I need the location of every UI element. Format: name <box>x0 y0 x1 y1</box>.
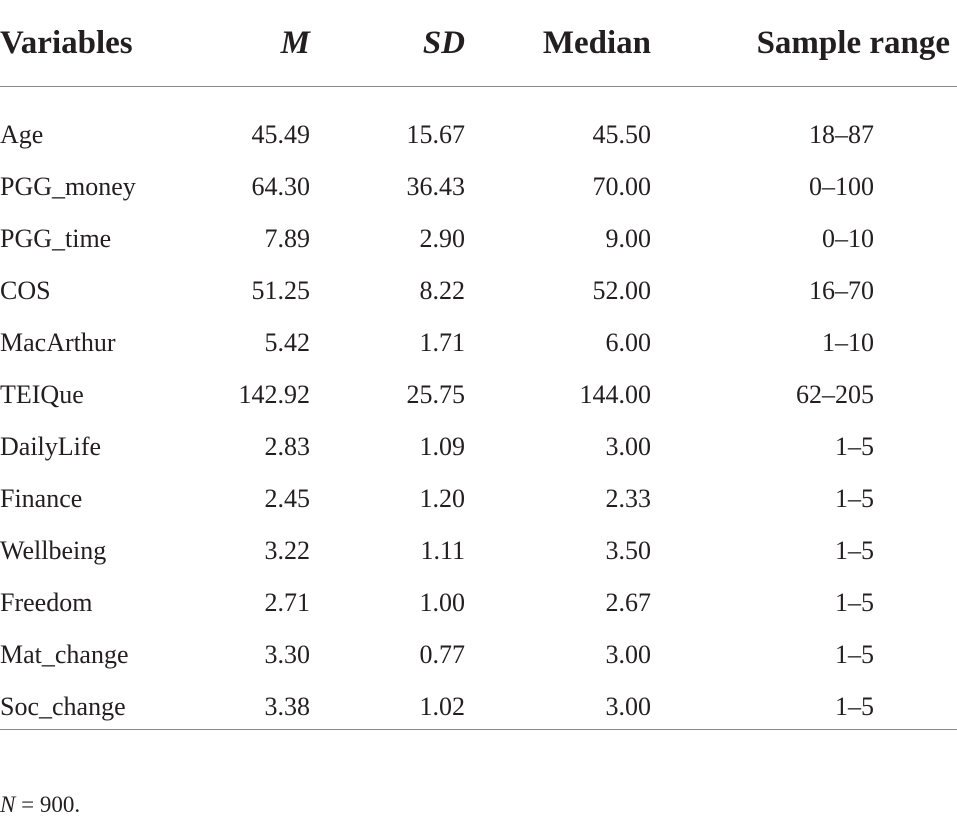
table-row: PGG_money 64.30 36.43 70.00 0–100 <box>0 161 957 213</box>
header-median: Median <box>465 0 651 87</box>
note-symbol: N <box>0 792 16 817</box>
cell-median: 3.00 <box>605 432 652 461</box>
cell-mean: 2.45 <box>264 484 311 513</box>
cell-median: 9.00 <box>605 224 652 253</box>
table-row: Mat_change 3.30 0.77 3.00 1–5 <box>0 629 957 681</box>
cell-variable: Age <box>0 120 44 149</box>
cell-sample-range: 1–10 <box>822 328 874 357</box>
cell-mean: 64.30 <box>251 172 311 201</box>
cell-mean: 2.71 <box>264 588 311 617</box>
header-sd: SD <box>310 0 465 87</box>
cell-variable: Mat_change <box>0 640 129 669</box>
cell-sample-range: 0–10 <box>822 224 874 253</box>
table-row: TEIQue 142.92 25.75 144.00 62–205 <box>0 369 957 421</box>
cell-sample-range: 1–5 <box>835 640 874 669</box>
cell-mean: 7.89 <box>264 224 311 253</box>
header-variables: Variables <box>0 0 220 87</box>
cell-variable: Finance <box>0 484 83 513</box>
table-row: Wellbeing 3.22 1.11 3.50 1–5 <box>0 525 957 577</box>
cell-sd: 1.00 <box>419 588 466 617</box>
cell-variable: COS <box>0 276 51 305</box>
table-row: Age 45.49 15.67 45.50 18–87 <box>0 109 957 161</box>
header-row: Variables M SD Median Sample range <box>0 0 957 87</box>
cell-sample-range: 16–70 <box>809 276 874 305</box>
cell-variable: Wellbeing <box>0 536 107 565</box>
cell-mean: 2.83 <box>264 432 311 461</box>
cell-sd: 2.90 <box>419 224 466 253</box>
cell-variable: PGG_time <box>0 224 112 253</box>
cell-median: 2.67 <box>605 588 652 617</box>
cell-sd: 1.09 <box>419 432 466 461</box>
cell-median: 3.50 <box>605 536 652 565</box>
cell-sd: 1.11 <box>420 536 465 565</box>
cell-variable: PGG_money <box>0 172 136 201</box>
cell-sd: 15.67 <box>406 120 466 149</box>
cell-mean: 51.25 <box>251 276 311 305</box>
table-note: N = 900. <box>0 792 80 818</box>
cell-variable: Soc_change <box>0 692 126 721</box>
cell-sd: 1.02 <box>419 692 466 721</box>
cell-variable: Freedom <box>0 588 93 617</box>
cell-median: 6.00 <box>605 328 652 357</box>
cell-mean: 5.42 <box>264 328 311 357</box>
cell-sd: 8.22 <box>419 276 466 305</box>
table-row: PGG_time 7.89 2.90 9.00 0–10 <box>0 213 957 265</box>
cell-median: 45.50 <box>592 120 652 149</box>
cell-mean: 3.38 <box>264 692 311 721</box>
table-row: MacArthur 5.42 1.71 6.00 1–10 <box>0 317 957 369</box>
cell-sample-range: 0–100 <box>809 172 874 201</box>
cell-median: 70.00 <box>592 172 652 201</box>
cell-sample-range: 1–5 <box>835 536 874 565</box>
cell-sample-range: 18–87 <box>809 120 874 149</box>
table-body: Age 45.49 15.67 45.50 18–87 PGG_money 64.30 36.… <box>0 87 957 734</box>
stats-table: Variables M SD Median Sample range Age 45… <box>0 0 957 734</box>
table-row: DailyLife 2.83 1.09 3.00 1–5 <box>0 421 957 473</box>
cell-sd: 1.71 <box>419 328 466 357</box>
table-row: Finance 2.45 1.20 2.33 1–5 <box>0 473 957 525</box>
table-bottom-rule <box>0 729 957 730</box>
cell-variable: MacArthur <box>0 328 116 357</box>
cell-mean: 3.22 <box>264 536 311 565</box>
cell-sample-range: 1–5 <box>835 588 874 617</box>
cell-sample-range: 1–5 <box>835 432 874 461</box>
table-header: Variables M SD Median Sample range <box>0 0 957 87</box>
header-mean: M <box>220 0 310 87</box>
cell-median: 144.00 <box>579 380 652 409</box>
cell-sd: 25.75 <box>406 380 466 409</box>
cell-mean: 3.30 <box>264 640 311 669</box>
descriptive-statistics-table: Variables M SD Median Sample range Age 45… <box>0 0 957 734</box>
cell-sd: 1.20 <box>419 484 466 513</box>
header-sample-range: Sample range <box>651 0 957 87</box>
cell-sd: 0.77 <box>419 640 466 669</box>
table-row: Soc_change 3.38 1.02 3.00 1–5 <box>0 681 957 733</box>
table-row: COS 51.25 8.22 52.00 16–70 <box>0 265 957 317</box>
cell-median: 3.00 <box>605 640 652 669</box>
top-spacer <box>0 87 957 110</box>
cell-median: 3.00 <box>605 692 652 721</box>
cell-sd: 36.43 <box>406 172 466 201</box>
table-row: Freedom 2.71 1.00 2.67 1–5 <box>0 577 957 629</box>
cell-mean: 142.92 <box>238 380 311 409</box>
cell-mean: 45.49 <box>251 120 311 149</box>
cell-variable: TEIQue <box>0 380 84 409</box>
cell-median: 2.33 <box>605 484 652 513</box>
cell-sample-range: 1–5 <box>835 484 874 513</box>
cell-variable: DailyLife <box>0 432 102 461</box>
cell-median: 52.00 <box>592 276 652 305</box>
note-text: = 900. <box>15 792 81 817</box>
cell-sample-range: 62–205 <box>796 380 874 409</box>
cell-sample-range: 1–5 <box>835 692 874 721</box>
